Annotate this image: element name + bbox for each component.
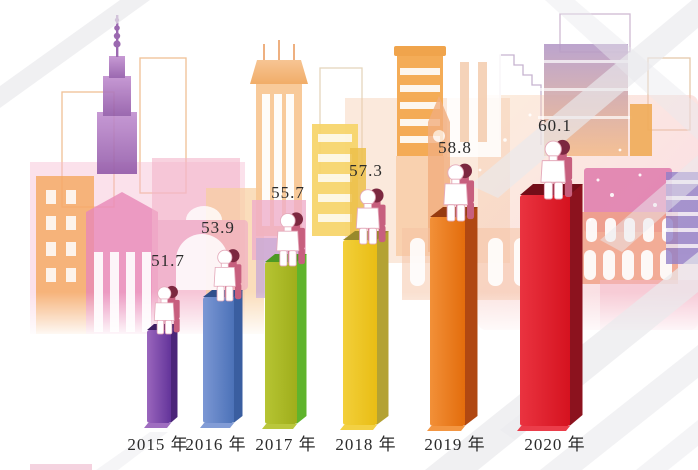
axis-label-2018: 2018 年 — [335, 435, 397, 454]
bar-front-face — [343, 240, 377, 425]
bar-side-face — [464, 207, 478, 426]
person-icon — [540, 139, 573, 200]
person-icon — [153, 285, 180, 335]
value-label-2016: 53.9 — [201, 218, 235, 237]
bar-bottom-face — [262, 424, 297, 429]
person-icon — [443, 163, 475, 222]
bar-2018 — [340, 188, 389, 430]
value-label-2017: 55.7 — [271, 183, 305, 202]
value-label-2015: 51.7 — [151, 251, 185, 270]
person-icon — [213, 249, 242, 302]
bar-side-face — [170, 324, 178, 423]
bar-bottom-face — [144, 423, 171, 428]
bar-front-face — [430, 217, 465, 426]
bar-bottom-face — [427, 426, 465, 431]
bar-2019 — [427, 163, 478, 431]
bar-2015 — [144, 285, 180, 428]
bar-side-face — [569, 184, 583, 426]
bar-2020 — [517, 139, 583, 431]
yellow-building — [312, 124, 366, 236]
person-icon — [355, 188, 386, 245]
bar-front-face — [203, 297, 234, 423]
bar-side-face — [376, 231, 389, 425]
bar-bottom-face — [200, 423, 234, 428]
bar-bottom-face — [517, 426, 570, 431]
white-twin-building — [447, 52, 501, 157]
bar-2017 — [262, 212, 307, 429]
axis-label-2019: 2019 年 — [424, 435, 486, 454]
bar-2016 — [200, 249, 243, 428]
spire-tower — [97, 15, 137, 174]
value-label-2018: 57.3 — [349, 161, 383, 180]
axis-label-2020: 2020 年 — [524, 435, 586, 454]
value-label-2020: 60.1 — [538, 116, 572, 135]
bar-side-face — [233, 290, 243, 423]
bar-side-face — [296, 254, 307, 424]
axis-label-2017: 2017 年 — [255, 435, 317, 454]
person-icon — [276, 212, 305, 267]
bar-bottom-face — [340, 425, 377, 430]
bar-front-face — [265, 262, 297, 424]
bottom-pink-sliver — [30, 464, 92, 470]
bar-front-face — [520, 195, 570, 426]
axis-label-2016: 2016 年 — [185, 435, 247, 454]
axis-label-2015: 2015 年 — [127, 435, 189, 454]
value-label-2019: 58.8 — [438, 138, 472, 157]
bar-front-face — [147, 330, 171, 423]
